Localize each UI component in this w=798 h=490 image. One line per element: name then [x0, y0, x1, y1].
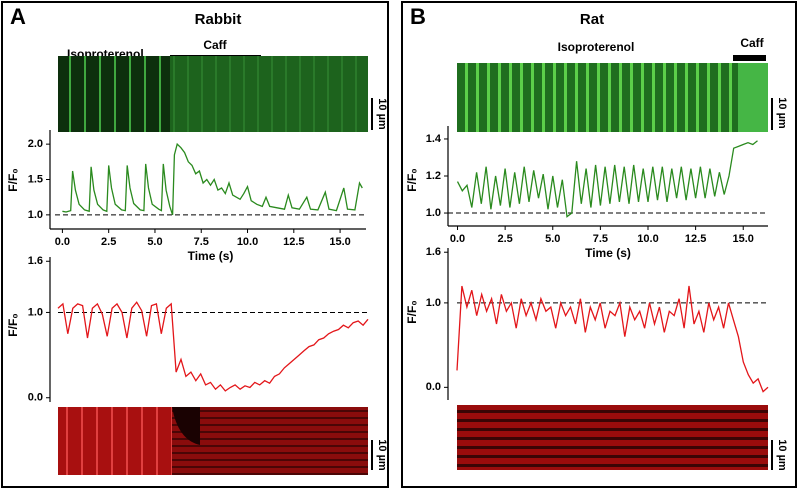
kymograph	[738, 63, 768, 132]
kymograph	[457, 63, 738, 132]
x-tick-label: 15.0	[733, 233, 754, 245]
panel-border	[401, 1, 797, 488]
panel-label: B	[410, 4, 426, 29]
scale-label: 10 µm	[776, 97, 788, 129]
x-tick-label: 15.0	[329, 236, 350, 248]
y-tick-label: 0.0	[28, 392, 43, 404]
trace	[456, 285, 769, 393]
y-tick-label: 1.4	[426, 133, 442, 145]
kymograph	[58, 407, 172, 475]
kymograph	[58, 56, 170, 132]
y-tick-label: 1.0	[28, 306, 43, 318]
y-tick-label: 1.0	[426, 297, 441, 309]
x-axis-label: Time (s)	[585, 246, 631, 260]
y-tick-label: 2.0	[28, 138, 43, 150]
y-tick-label: 1.6	[28, 255, 43, 267]
y-axis-label: F/F₀	[405, 168, 419, 191]
y-axis-label: F/F₀	[6, 168, 20, 191]
x-tick-label: 7.5	[194, 236, 209, 248]
x-tick-label: 10.0	[637, 233, 658, 245]
x-tick-label: 2.5	[497, 233, 512, 245]
y-tick-label: 1.0	[426, 207, 441, 219]
x-tick-label: 0.0	[55, 236, 70, 248]
x-tick-label: 2.5	[101, 236, 116, 248]
x-tick-label: 12.5	[283, 236, 304, 248]
trace	[62, 142, 363, 216]
x-axis-label: Time (s)	[188, 249, 234, 263]
y-axis-label: F/F₀	[6, 313, 20, 336]
panel-label: A	[10, 4, 26, 29]
caff-label: Caff	[203, 38, 227, 52]
panel-border	[1, 1, 389, 488]
x-tick-label: 12.5	[685, 233, 706, 245]
x-tick-label: 10.0	[237, 236, 258, 248]
scale-label: 10 µm	[376, 439, 388, 471]
scale-label: 10 µm	[776, 439, 788, 471]
x-tick-label: 5.0	[147, 236, 162, 248]
kymograph	[457, 405, 768, 470]
caff-label: Caff	[740, 36, 764, 50]
y-axis-label: F/F₀	[405, 300, 419, 323]
panel-title: Rabbit	[195, 11, 242, 28]
x-tick-label: 7.5	[593, 233, 608, 245]
trace	[57, 301, 369, 392]
scale-label: 10 µm	[376, 98, 388, 130]
x-tick-label: 0.0	[450, 233, 465, 245]
kymograph	[170, 56, 368, 132]
panel-title: Rat	[580, 11, 604, 28]
y-tick-label: 0.0	[426, 381, 441, 393]
y-tick-label: 1.2	[426, 170, 441, 182]
y-tick-label: 1.6	[426, 246, 441, 258]
kymograph	[172, 407, 368, 475]
y-tick-label: 1.0	[28, 209, 43, 221]
drug-label: Isoproterenol	[558, 40, 635, 54]
caff-bar	[733, 55, 766, 61]
x-tick-label: 5.0	[545, 233, 560, 245]
y-tick-label: 1.5	[28, 173, 43, 185]
kymograph-shade	[172, 407, 200, 445]
trace	[456, 140, 758, 218]
